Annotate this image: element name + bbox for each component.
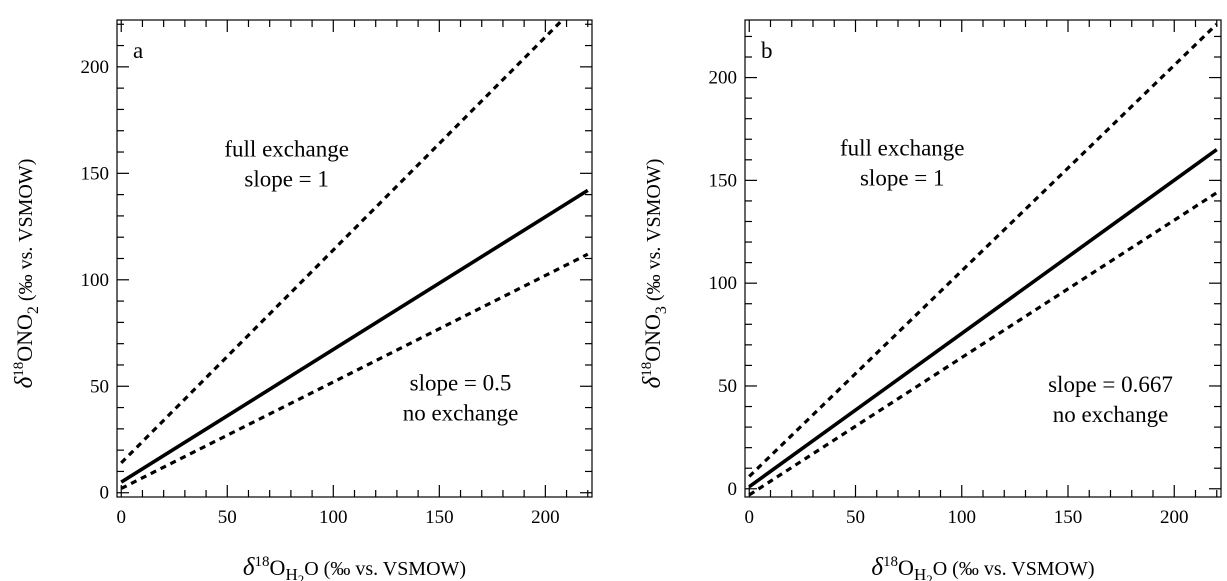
annotation-line: full exchange	[840, 136, 965, 161]
y-tick-label: 150	[81, 163, 110, 184]
x-tick-label: 0	[116, 507, 126, 528]
x-tick-label: 150	[425, 507, 454, 528]
annotation-line: no exchange	[403, 401, 519, 426]
y-tick-label: 50	[90, 376, 109, 397]
annotation: slope = 0.667 no exchange	[1048, 372, 1173, 427]
panel-b: 0 50 100 150 200 0 50 100 150 200 b full exchange sl…	[639, 19, 1222, 581]
solid-series-line	[120, 188, 589, 484]
dashed-series-line	[748, 22, 1218, 478]
annotation: full exchange slope = 1	[224, 136, 349, 191]
x-tick-label: 0	[745, 507, 755, 528]
x-tick-label: 50	[846, 507, 865, 528]
y-tick-label: 100	[81, 270, 110, 291]
dashed-series-line	[120, 20, 565, 465]
plot-frame	[116, 19, 593, 498]
annotation: full exchange slope = 1	[840, 136, 965, 191]
y-tick-label: 200	[81, 57, 110, 78]
y-tick-label: 0	[100, 483, 110, 504]
annotation: slope = 0.5 no exchange	[403, 371, 519, 426]
y-axis-label: δ18ONO3 (‰ vs. VSMOW)	[639, 159, 670, 389]
y-axis-label: δ18ONO2 (‰ vs. VSMOW)	[11, 159, 42, 389]
y-tick-label: 50	[718, 376, 737, 397]
x-tick-label: 100	[319, 507, 348, 528]
series-lines	[748, 22, 1218, 497]
annotation-line: slope = 1	[860, 166, 945, 191]
ticks	[745, 20, 1221, 497]
panel-label: b	[761, 38, 773, 63]
annotation-line: slope = 0.667	[1048, 372, 1173, 397]
y-tick-label: 0	[728, 479, 738, 500]
ticks	[117, 20, 592, 497]
x-tick-label: 200	[1160, 507, 1189, 528]
annotation-line: full exchange	[224, 136, 349, 161]
annotation-line: no exchange	[1053, 402, 1169, 427]
panel-a: 0 50 100 150 200 0 50 100 150 200 a full exchange sl…	[11, 19, 593, 581]
y-tick-label: 100	[709, 273, 738, 294]
y-tick-label: 150	[709, 170, 738, 191]
annotation-line: slope = 1	[244, 166, 329, 191]
x-tick-label: 200	[531, 507, 560, 528]
x-tick-label: 50	[218, 507, 237, 528]
panel-label: a	[133, 38, 143, 63]
x-axis-label: δ18OH2O (‰ vs. VSMOW)	[243, 554, 466, 581]
y-tick-label: 200	[709, 68, 738, 89]
dashed-series-line	[748, 191, 1218, 497]
annotation-line: slope = 0.5	[410, 371, 512, 396]
x-axis-label: δ18OH2O (‰ vs. VSMOW)	[871, 554, 1094, 581]
series-lines	[120, 20, 589, 490]
x-tick-label: 150	[1054, 507, 1083, 528]
dashed-series-line	[120, 252, 589, 490]
solid-series-line	[748, 148, 1218, 489]
x-tick-label: 100	[948, 507, 977, 528]
